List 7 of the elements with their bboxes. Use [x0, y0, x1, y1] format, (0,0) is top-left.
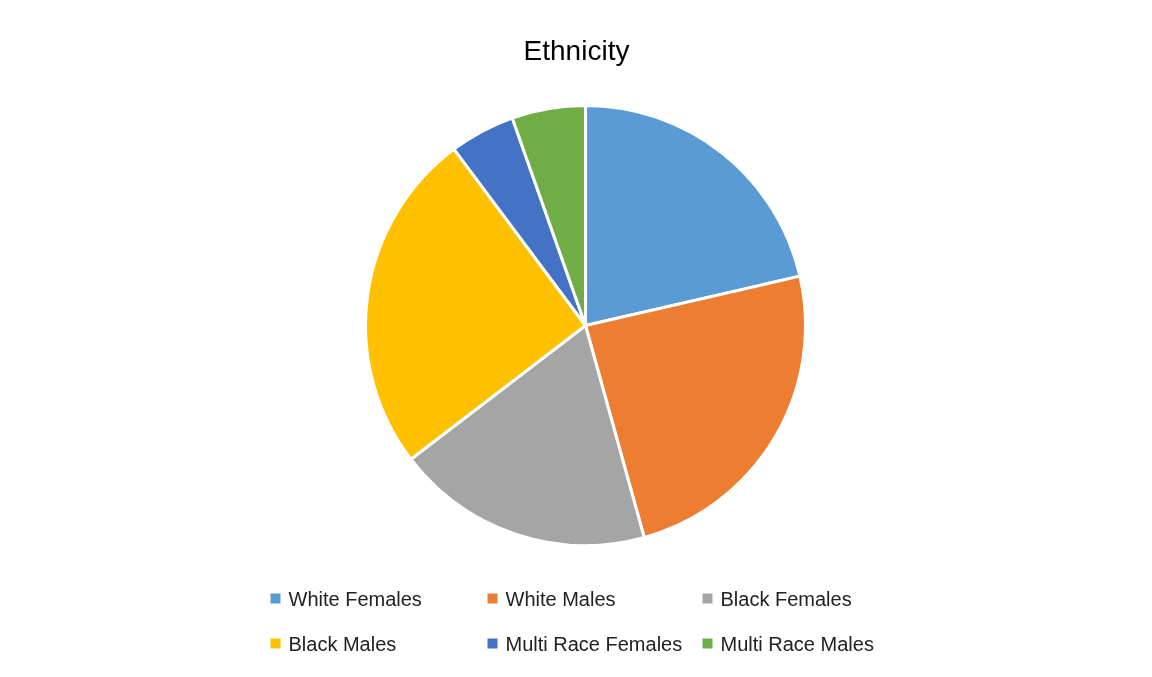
legend-label: Multi Race Males [720, 632, 874, 655]
legend-label: White Females [288, 587, 422, 610]
legend-label: Multi Race Females [505, 632, 683, 655]
chart-title: Ethnicity [523, 35, 630, 66]
legend-label: White Males [505, 587, 616, 610]
legend-label: Black Females [720, 587, 852, 610]
legend-label: Black Males [288, 632, 397, 655]
